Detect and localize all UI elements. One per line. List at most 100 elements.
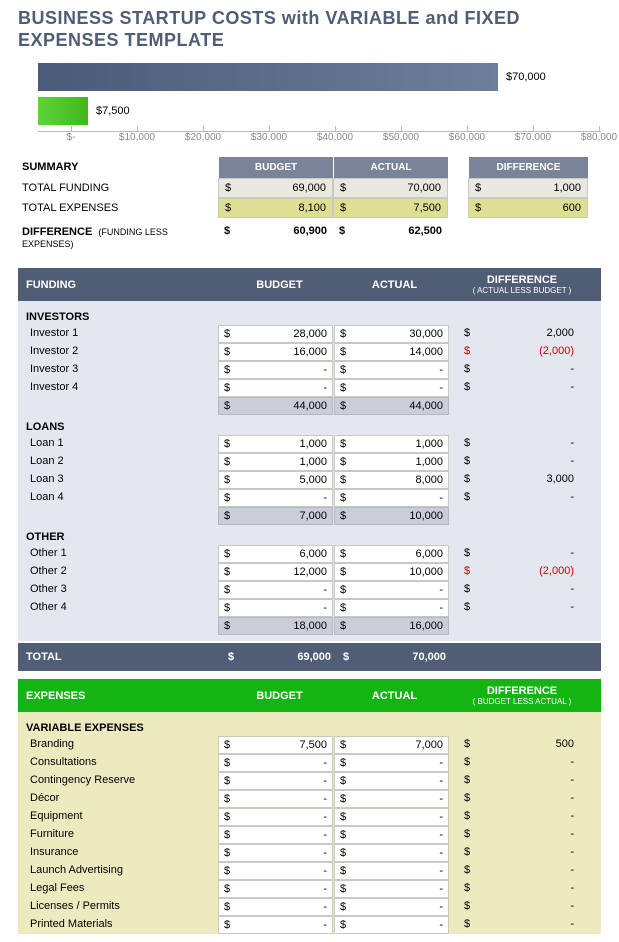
funding-budget-header: BUDGET [222,279,337,291]
budget-cell[interactable]: $12,000 [218,563,333,581]
budget-cell[interactable]: $- [218,361,333,379]
budget-cell[interactable]: $- [218,826,333,844]
budget-cell[interactable]: $16,000 [218,343,333,361]
actual-cell[interactable]: $6,000 [334,545,449,563]
summary-table: SUMMARY BUDGET ACTUAL DIFFERENCE TOTAL F… [18,157,601,254]
expenses-budget-header: BUDGET [222,690,337,702]
row-label: Printed Materials [22,916,218,934]
difference-label: DIFFERENCE (FUNDING LESS EXPENSES) [18,222,218,254]
actual-cell[interactable]: $10,000 [334,563,449,581]
diff-cell: $- [450,862,580,880]
chart-bar: $7,500 [18,97,601,125]
actual-cell[interactable]: $- [334,790,449,808]
axis-tick: $80,000 [566,132,619,143]
budget-cell[interactable]: $- [218,599,333,617]
table-row: Printed Materials$-$-$- [18,916,601,934]
actual-cell[interactable]: $- [334,916,449,934]
budget-cell[interactable]: $7,500 [218,736,333,754]
actual-cell[interactable]: $- [334,862,449,880]
total-expenses-budget: $8,100 [218,198,333,218]
diff-cell: $500 [450,736,580,754]
actual-cell[interactable]: $- [334,379,449,397]
table-row: Investor 1$28,000$30,000$2,000 [18,325,601,343]
budget-cell[interactable]: $28,000 [218,325,333,343]
diff-cell: $- [450,581,580,599]
actual-cell[interactable]: $1,000 [334,453,449,471]
row-label: Insurance [22,844,218,862]
budget-cell[interactable]: $- [218,489,333,507]
budget-cell[interactable]: $- [218,916,333,934]
table-row: Loan 1$1,000$1,000$- [18,435,601,453]
row-label: Legal Fees [22,880,218,898]
total-funding-actual: $70,000 [333,178,448,198]
row-label: Other 4 [22,599,218,617]
funding-section: FUNDING BUDGET ACTUAL DIFFERENCE( ACTUAL… [18,268,601,671]
row-label: Other 1 [22,545,218,563]
budget-cell[interactable]: $- [218,898,333,916]
diff-cell: $2,000 [450,325,580,343]
actual-cell[interactable]: $- [334,826,449,844]
budget-cell[interactable]: $- [218,772,333,790]
row-label: Branding [22,736,218,754]
table-row: Investor 3$-$-$- [18,361,601,379]
funding-diff-header: DIFFERENCE( ACTUAL LESS BUDGET ) [452,274,592,295]
actual-cell[interactable]: $- [334,898,449,916]
budget-cell[interactable]: $- [218,808,333,826]
budget-cell[interactable]: $- [218,790,333,808]
budget-cell[interactable]: $6,000 [218,545,333,563]
total-funding-diff: $1,000 [468,178,588,198]
budget-cell[interactable]: $1,000 [218,453,333,471]
expenses-actual-header: ACTUAL [337,690,452,702]
row-label: Loan 2 [22,453,218,471]
diff-cell: $- [450,916,580,934]
table-row: Other 3$-$-$- [18,581,601,599]
actual-cell[interactable]: $8,000 [334,471,449,489]
row-label: Investor 4 [22,379,218,397]
budget-cell[interactable]: $- [218,379,333,397]
table-row: Insurance$-$-$- [18,844,601,862]
actual-cell[interactable]: $- [334,772,449,790]
table-row: Launch Advertising$-$-$- [18,862,601,880]
budget-cell[interactable]: $- [218,844,333,862]
axis-tick: $50,000 [368,132,434,143]
budget-cell[interactable]: $- [218,880,333,898]
col-actual-header: ACTUAL [333,157,448,178]
row-label: Loan 4 [22,489,218,507]
col-budget-header: BUDGET [218,157,333,178]
diff-cell: $- [450,790,580,808]
funding-total-row: TOTAL $69,000 $70,000 [18,643,601,671]
actual-cell[interactable]: $- [334,489,449,507]
table-row: Contingency Reserve$-$-$- [18,772,601,790]
actual-cell[interactable]: $- [334,581,449,599]
actual-cell[interactable]: $- [334,844,449,862]
actual-cell[interactable]: $- [334,808,449,826]
actual-cell[interactable]: $- [334,880,449,898]
expenses-diff-header: DIFFERENCE( BUDGET LESS ACTUAL ) [452,685,592,706]
table-row: Loan 2$1,000$1,000$- [18,453,601,471]
row-label: Equipment [22,808,218,826]
budget-cell[interactable]: $5,000 [218,471,333,489]
difference-actual: $62,500 [333,222,448,254]
actual-cell[interactable]: $14,000 [334,343,449,361]
actual-cell[interactable]: $- [334,599,449,617]
table-row: Furniture$-$-$- [18,826,601,844]
diff-cell: $- [450,599,580,617]
chart-bar: $70,000 [18,63,601,91]
budget-cell[interactable]: $- [218,862,333,880]
table-row: Branding$7,500$7,000$500 [18,736,601,754]
diff-cell: $- [450,826,580,844]
budget-cell[interactable]: $1,000 [218,435,333,453]
row-label: Licenses / Permits [22,898,218,916]
funding-header: FUNDING [22,279,222,291]
budget-cell[interactable]: $- [218,754,333,772]
actual-cell[interactable]: $7,000 [334,736,449,754]
budget-cell[interactable]: $- [218,581,333,599]
table-row: Consultations$-$-$- [18,754,601,772]
actual-cell[interactable]: $1,000 [334,435,449,453]
actual-cell[interactable]: $- [334,754,449,772]
row-label: Furniture [22,826,218,844]
expenses-header: EXPENSES [22,690,222,702]
row-label: Other 3 [22,581,218,599]
actual-cell[interactable]: $30,000 [334,325,449,343]
actual-cell[interactable]: $- [334,361,449,379]
